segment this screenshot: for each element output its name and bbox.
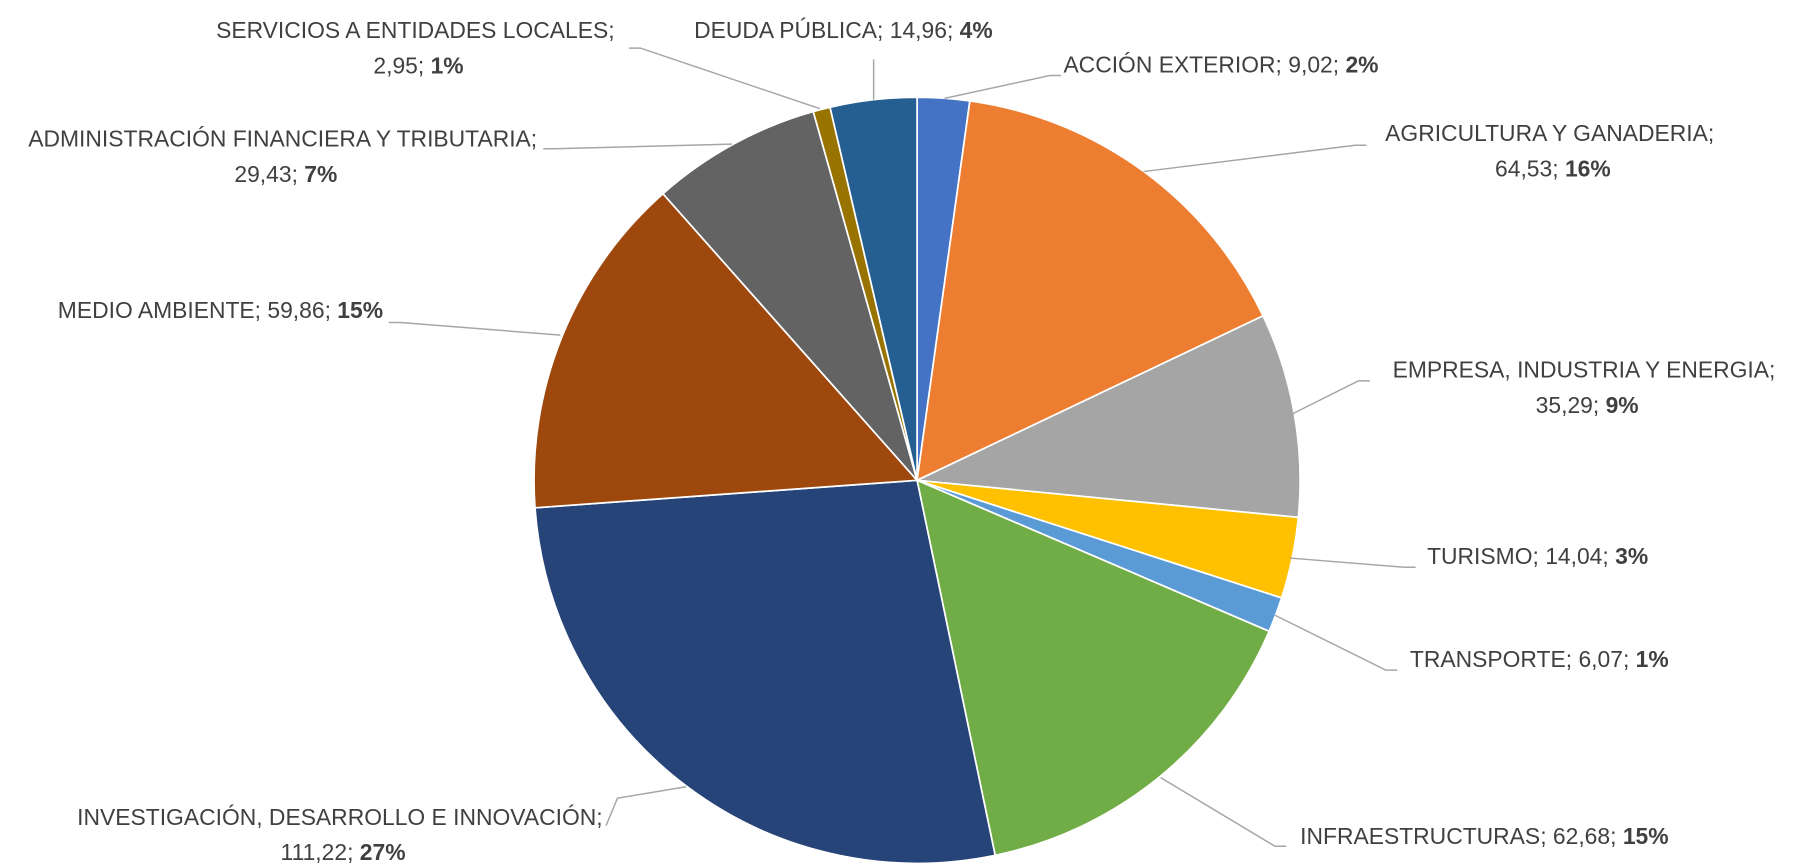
data-label: SERVICIOS A ENTIDADES LOCALES; 2,95; 1%	[216, 17, 621, 78]
value-label: 14,96	[890, 17, 947, 43]
value-label: 59,86	[267, 297, 324, 323]
label-separator: ;	[1566, 646, 1579, 672]
data-label: EMPRESA, INDUSTRIA Y ENERGIA; 35,29; 9%	[1393, 357, 1782, 418]
label-separator: ;	[1532, 543, 1545, 569]
category-label: AGRICULTURA Y GANADERIA	[1385, 120, 1708, 146]
pie-slice	[534, 479, 997, 865]
label-separator: ;	[292, 161, 305, 187]
percentage-label: 16%	[1565, 155, 1611, 181]
leader-line	[1274, 614, 1398, 671]
leader-line	[543, 143, 732, 150]
category-label: ADMINISTRACIÓN FINANCIERA Y TRIBUTARIA	[28, 126, 531, 152]
data-label: TRANSPORTE; 6,07; 1%	[1410, 646, 1669, 672]
percentage-label: 27%	[360, 839, 406, 865]
percentage-label: 7%	[304, 161, 337, 187]
label-separator: ;	[608, 17, 621, 43]
value-label: 62,68	[1553, 823, 1610, 849]
data-label: INVESTIGACIÓN, DESARROLLO E INNOVACIÓN; …	[77, 804, 609, 865]
value-label: 35,29	[1536, 392, 1593, 418]
category-label: DEUDA PÚBLICA	[694, 17, 878, 43]
label-separator: ;	[255, 297, 268, 323]
value-label: 9,02	[1288, 51, 1333, 77]
label-separator: ;	[1610, 823, 1623, 849]
leader-line	[1160, 776, 1287, 847]
pie-slice	[533, 192, 919, 509]
label-separator: ;	[1276, 51, 1289, 77]
data-label: AGRICULTURA Y GANADERIA; 64,53; 16%	[1385, 120, 1720, 181]
label-separator: ;	[1540, 823, 1553, 849]
category-label: TURISMO	[1427, 543, 1532, 569]
pie-slice	[661, 110, 918, 481]
category-label: SERVICIOS A ENTIDADES LOCALES	[216, 17, 608, 43]
pie-slice	[913, 314, 1301, 519]
leader-line	[1289, 557, 1416, 568]
percentage-label: 1%	[431, 53, 464, 79]
percentage-label: 15%	[337, 297, 383, 323]
value-label: 111,22	[281, 839, 348, 865]
label-separator: ;	[347, 839, 360, 865]
label-separator: ;	[1552, 155, 1565, 181]
data-label: INFRAESTRUCTURAS; 62,68; 15%	[1300, 823, 1668, 849]
value-label: 29,43	[234, 161, 291, 187]
leader-line	[1291, 380, 1370, 415]
data-label: TURISMO; 14,04; 3%	[1427, 543, 1648, 569]
percentage-label: 15%	[1623, 823, 1669, 849]
data-label: DEUDA PÚBLICA; 14,96; 4%	[694, 17, 993, 43]
pie-slice	[915, 478, 1271, 857]
category-label: INVESTIGACIÓN, DESARROLLO E INNOVACIÓN	[77, 804, 596, 830]
percentage-label: 3%	[1615, 543, 1648, 569]
category-label: ACCIÓN EXTERIOR	[1063, 51, 1275, 77]
data-label: MEDIO AMBIENTE; 59,86; 15%	[58, 297, 383, 323]
label-separator: ;	[1333, 51, 1346, 77]
data-label: ADMINISTRACIÓN FINANCIERA Y TRIBUTARIA; …	[28, 126, 543, 187]
label-separator: ;	[1602, 543, 1615, 569]
category-label: MEDIO AMBIENTE	[58, 297, 255, 323]
label-separator: ;	[596, 804, 609, 830]
label-separator: ;	[1623, 646, 1636, 672]
label-separator: ;	[947, 17, 960, 43]
leader-line	[605, 786, 687, 826]
data-label: ACCIÓN EXTERIOR; 9,02; 2%	[1063, 51, 1378, 77]
percentage-label: 4%	[960, 17, 993, 43]
percentage-label: 2%	[1345, 51, 1378, 77]
value-label: 6,07	[1578, 646, 1623, 672]
pie-slice	[829, 96, 918, 481]
category-label: TRANSPORTE	[1410, 646, 1566, 672]
label-separator: ;	[325, 297, 338, 323]
label-separator: ;	[418, 53, 431, 79]
percentage-label: 9%	[1606, 392, 1639, 418]
label-separator: ;	[531, 126, 544, 152]
leader-line	[1143, 144, 1367, 173]
label-separator: ;	[1593, 392, 1606, 418]
value-label: 14,04	[1545, 543, 1602, 569]
leader-line	[388, 321, 561, 336]
category-label: EMPRESA, INDUSTRIA Y ENERGIA	[1393, 357, 1770, 383]
percentage-label: 1%	[1636, 646, 1669, 672]
value-label: 64,53	[1495, 155, 1552, 181]
leader-line	[944, 74, 1062, 100]
category-label: INFRAESTRUCTURAS	[1300, 823, 1540, 849]
leader-line	[628, 47, 821, 110]
value-label: 2,95	[373, 53, 418, 79]
label-separator: ;	[877, 17, 890, 43]
label-separator: ;	[1708, 120, 1721, 146]
label-separator: ;	[1769, 357, 1782, 383]
